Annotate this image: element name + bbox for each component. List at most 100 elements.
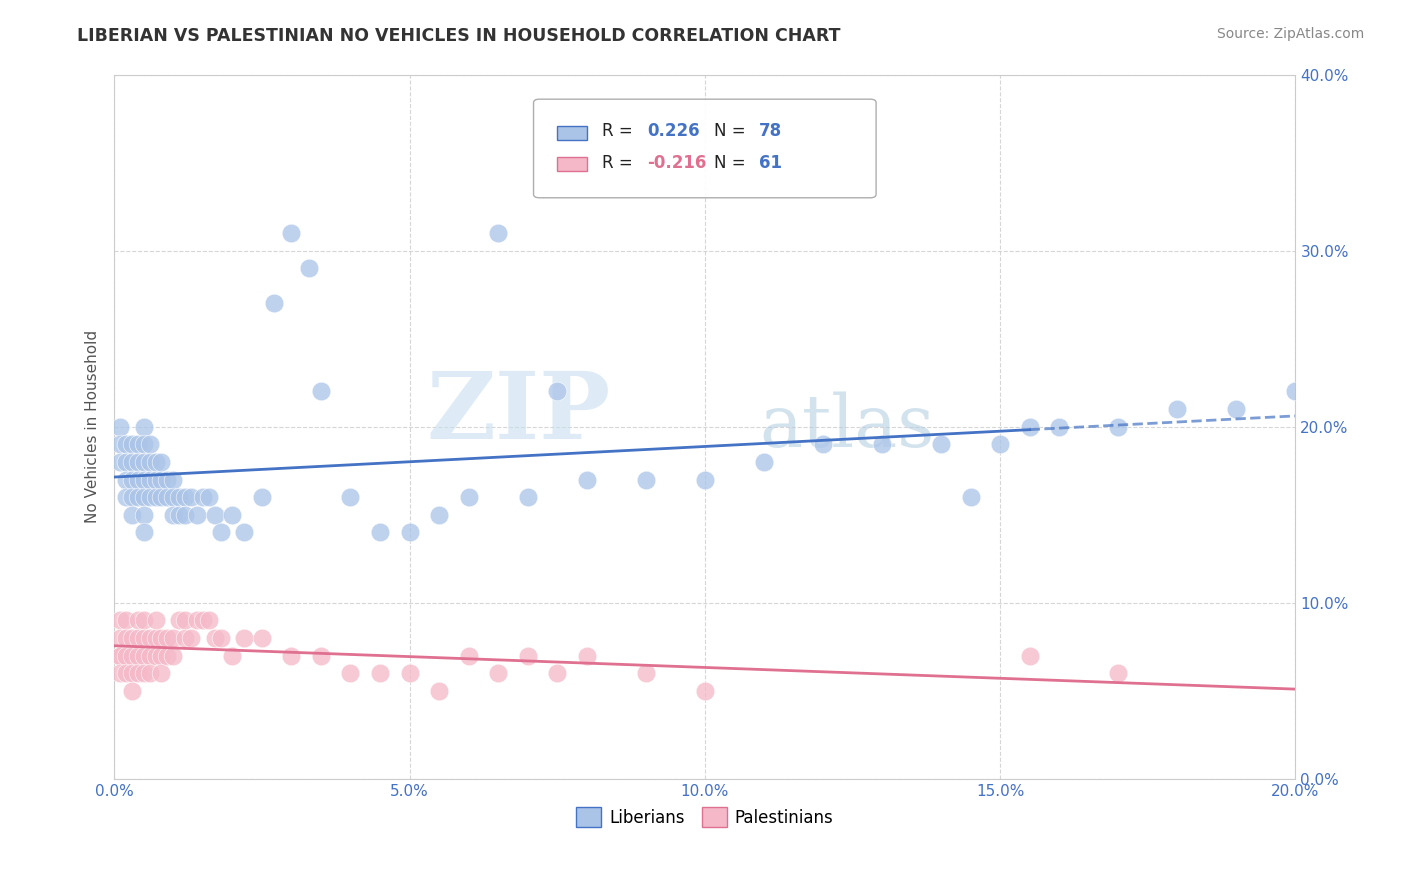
Point (1225, 402, 1247, 417)
Point (115, 455, 138, 469)
Point (167, 508, 190, 522)
Point (127, 631, 149, 645)
Point (929, 437, 952, 451)
Point (150, 455, 173, 469)
Point (280, 648, 302, 663)
Point (108, 666, 131, 681)
Point (145, 490, 167, 504)
Point (162, 473, 184, 487)
FancyBboxPatch shape (533, 99, 876, 198)
Point (138, 648, 160, 663)
Point (162, 490, 184, 504)
Point (186, 614, 208, 628)
Point (121, 666, 143, 681)
Point (156, 648, 179, 663)
Point (127, 666, 149, 681)
Point (121, 473, 143, 487)
Point (115, 648, 138, 663)
Point (138, 473, 160, 487)
Point (132, 455, 155, 469)
Point (108, 455, 131, 469)
Point (138, 455, 160, 469)
Point (988, 437, 1011, 451)
Text: -0.216: -0.216 (647, 153, 706, 171)
Point (108, 648, 131, 663)
Point (132, 490, 155, 504)
Point (150, 490, 173, 504)
Text: 0.226: 0.226 (647, 122, 700, 140)
Point (121, 437, 143, 451)
Point (127, 648, 149, 663)
Point (180, 490, 202, 504)
Point (811, 437, 834, 451)
Point (752, 455, 775, 469)
Point (121, 508, 143, 522)
Point (127, 437, 149, 451)
Point (309, 384, 332, 399)
Point (156, 473, 179, 487)
Point (115, 666, 138, 681)
Point (174, 631, 197, 645)
Point (115, 473, 138, 487)
Point (339, 490, 361, 504)
Text: 78: 78 (759, 122, 782, 140)
Point (368, 666, 391, 681)
Point (132, 437, 155, 451)
Point (132, 666, 155, 681)
Point (1018, 648, 1040, 663)
Point (693, 473, 716, 487)
Point (427, 508, 450, 522)
Point (127, 614, 149, 628)
Point (634, 666, 657, 681)
Point (150, 666, 173, 681)
Point (197, 614, 219, 628)
Point (132, 614, 155, 628)
Point (457, 490, 479, 504)
Point (127, 455, 149, 469)
Point (138, 666, 160, 681)
Point (1284, 384, 1306, 399)
Point (127, 490, 149, 504)
Point (516, 490, 538, 504)
Point (108, 631, 131, 645)
Point (115, 614, 138, 628)
FancyBboxPatch shape (557, 126, 586, 140)
Point (138, 631, 160, 645)
Point (127, 473, 149, 487)
Point (280, 226, 302, 240)
Point (145, 455, 167, 469)
Point (115, 631, 138, 645)
Point (150, 631, 173, 645)
Point (150, 648, 173, 663)
Point (486, 666, 509, 681)
Point (339, 666, 361, 681)
Point (145, 648, 167, 663)
Point (870, 437, 893, 451)
Point (132, 648, 155, 663)
Point (209, 631, 232, 645)
Point (108, 648, 131, 663)
Point (298, 261, 321, 276)
Point (186, 508, 208, 522)
Point (546, 384, 568, 399)
Point (398, 525, 420, 540)
Point (250, 490, 273, 504)
Point (174, 508, 197, 522)
Text: atlas: atlas (759, 392, 934, 462)
Point (108, 419, 131, 434)
Text: N =: N = (714, 153, 751, 171)
Point (197, 490, 219, 504)
Point (132, 508, 155, 522)
Point (457, 648, 479, 663)
Point (121, 648, 143, 663)
Point (174, 614, 197, 628)
Point (1166, 402, 1188, 417)
Point (115, 490, 138, 504)
Point (191, 490, 214, 504)
Point (156, 490, 179, 504)
Point (145, 473, 167, 487)
Text: Source: ZipAtlas.com: Source: ZipAtlas.com (1216, 27, 1364, 41)
Point (263, 296, 285, 310)
Point (138, 437, 160, 451)
Point (132, 631, 155, 645)
